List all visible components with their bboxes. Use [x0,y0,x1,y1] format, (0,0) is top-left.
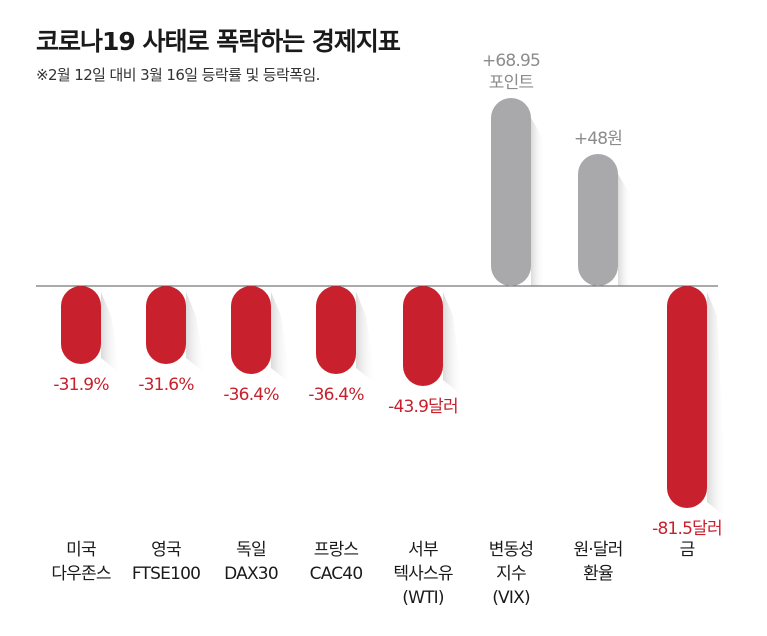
category-label-5: 변동성 지수 (VIX) [488,540,534,608]
value-label-7: -81.5달러 [652,519,722,539]
bar-shadow [443,292,463,396]
category-label-3: 프랑스 CAC40 [309,540,364,584]
bar-5 [491,98,531,286]
bar-4 [403,286,443,386]
value-label-0: -31.9% [53,375,109,395]
bar-3 [316,286,356,374]
category-label-6: 원·달러 환율 [573,540,623,584]
bar-0 [61,286,101,364]
value-label-3: -36.4% [308,385,364,405]
bar-2 [231,286,271,374]
value-label-5: +68.95 포인트 [482,51,540,93]
category-label-7: 금 [679,540,696,560]
bar-shadow [531,118,545,286]
value-label-1: -31.6% [138,375,194,395]
category-label-2: 독일 DAX30 [224,540,279,584]
bar-7 [667,286,707,508]
bar-1 [146,286,186,364]
value-label-4: -43.9달러 [388,397,458,417]
chart-title: 코로나19 사태로 폭락하는 경제지표 [36,27,401,56]
chart-subtitle: ※2월 12일 대비 3월 16일 등락률 및 등락폭임. [36,66,320,84]
category-label-0: 미국 다우존스 [51,540,111,584]
bar-shadow [271,292,291,384]
category-label-4: 서부 텍사스유 (WTI) [393,540,453,608]
category-label-1: 영국 FTSE100 [131,540,201,584]
bar-shadow [618,174,632,286]
bar-shadow [101,292,121,374]
value-label-6: +48원 [574,129,622,149]
bar-shadow [186,292,206,374]
bar-6 [578,154,618,286]
value-label-2: -36.4% [223,385,279,405]
bar-shadow [707,292,727,518]
bar-shadow [356,292,376,384]
